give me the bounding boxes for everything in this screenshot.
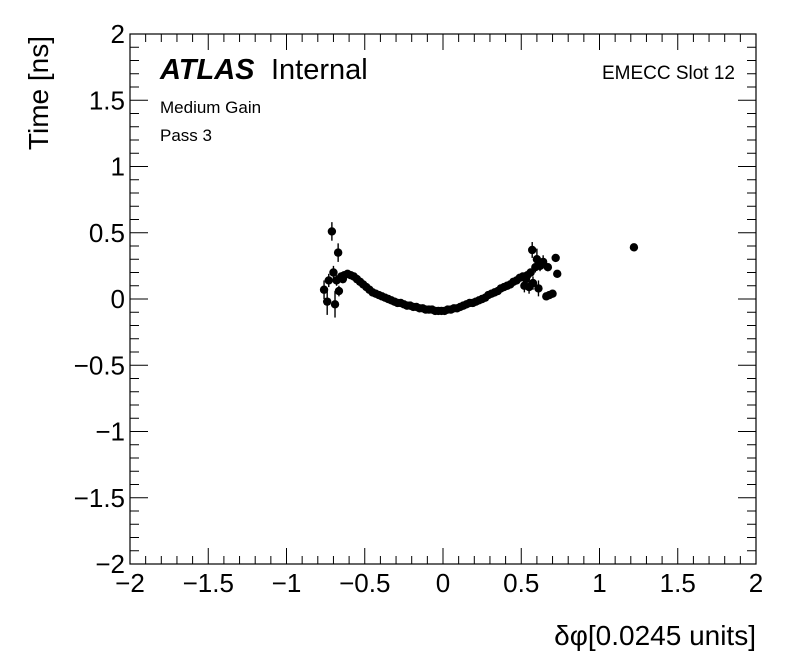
data-point [330,300,340,309]
y-tick-label: 1 [111,152,125,182]
y-tick-label: −2 [95,549,125,579]
y-tick-label: 2 [111,19,125,49]
y-axis-title: Time [ns] [23,36,54,150]
data-point [551,253,560,263]
data-point [324,276,333,285]
x-tick-label: 1.5 [660,568,696,598]
x-tick-label: −1 [272,568,302,598]
data-point [548,289,557,298]
x-tick-label: −2 [115,568,145,598]
data-point [329,268,338,277]
x-axis-title: δφ[0.0245 units] [554,620,756,651]
tick-labels-group: −2 −1.5 −1 −0.5 0 0.5 1 1.5 2 −2 −1.5 −1 −0.5 0 0.5 1 1.… [74,19,764,598]
pass-label: Pass 3 [160,126,212,145]
data-point [543,263,553,272]
x-tick-label: −1.5 [183,568,234,598]
y-tick-label: −1.5 [74,483,125,513]
x-tick-label: 2 [749,568,763,598]
x-tick-label: −0.5 [339,568,390,598]
y-tick-label: −1 [95,417,125,447]
data-point [553,269,562,279]
data-point [528,245,537,255]
data-point [327,227,337,236]
internal-label: Internal [271,54,368,86]
gain-label: Medium Gain [160,98,261,117]
y-tick-label: 0.5 [89,218,125,248]
ticks-group [129,33,757,565]
data-point [334,286,344,296]
data-point [319,285,329,294]
data-point [534,284,543,293]
data-points-group [319,222,639,318]
data-point [528,278,538,288]
slot-label: EMECC Slot 12 [602,63,735,84]
y-tick-label: 1.5 [89,85,125,115]
x-tick-label: 0 [436,568,450,598]
x-tick-label: 1 [592,568,606,598]
y-tick-label: 0 [111,284,125,314]
atlas-label: ATLAS [159,54,255,86]
data-point [333,248,343,257]
data-point [322,297,332,306]
data-point [629,243,639,252]
x-tick-label: 0.5 [503,568,539,598]
y-tick-label: −0.5 [74,350,125,380]
